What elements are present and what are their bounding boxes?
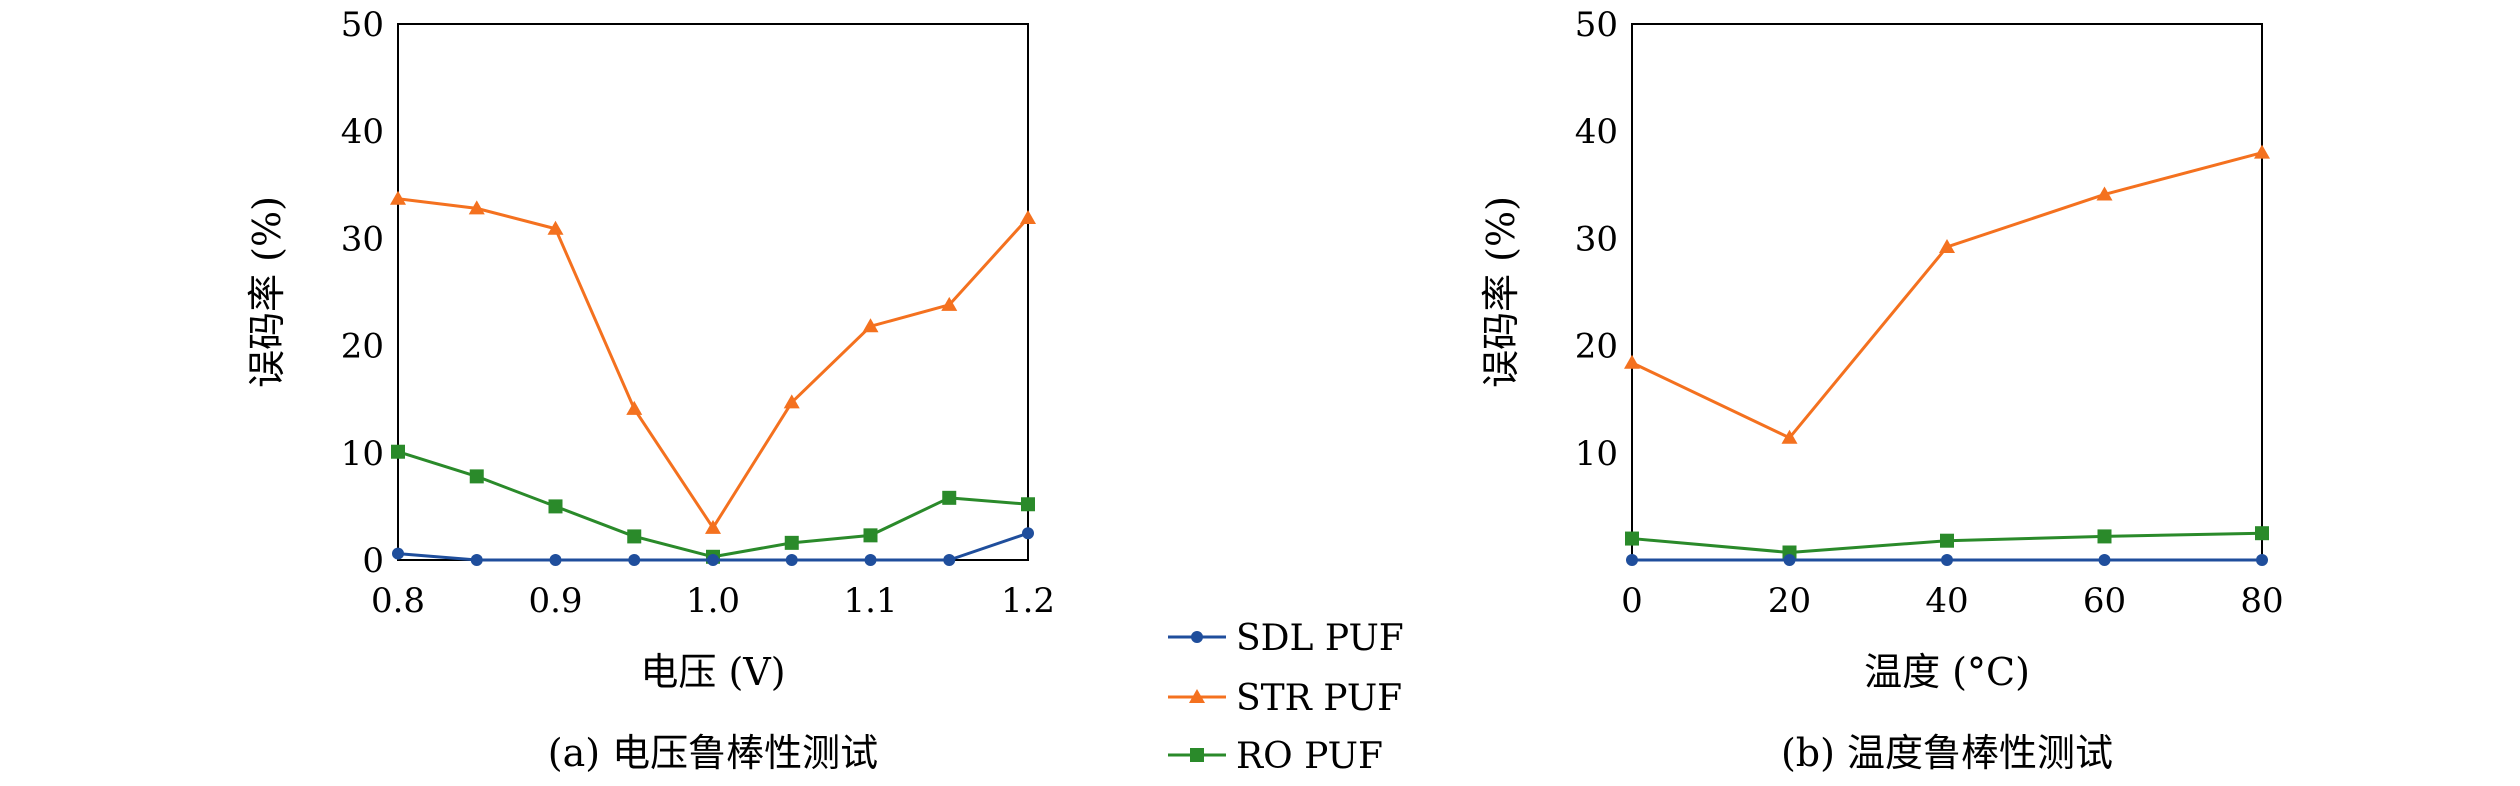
series-str: [390, 190, 1036, 534]
data-point: [547, 220, 564, 235]
y-tick-label: 40: [1575, 112, 1618, 152]
series-layer: [1624, 144, 2270, 566]
plot-frame: [397, 23, 1029, 561]
series-ro: [391, 444, 1035, 564]
legend-marker-shape: [1190, 748, 1204, 762]
data-point: [783, 394, 800, 409]
temperature-chart: 10 20 30 40 50 0 20 40 60 80 温度 (°C) 误码率 (%) (b)…: [1479, 5, 2284, 775]
data-point: [2097, 529, 2112, 544]
data-point: [1021, 497, 1035, 512]
legend-marker: [1190, 748, 1204, 762]
data-point: [469, 469, 484, 484]
data-point: [785, 554, 798, 566]
data-point: [390, 190, 406, 205]
data-point: [943, 554, 956, 566]
x-tick-label: 20: [1768, 581, 1811, 621]
legend-label: STR PUF: [1236, 678, 1402, 719]
data-point: [548, 499, 563, 514]
series-sdl: [392, 527, 1034, 566]
legend-item-ro: RO PUF: [1168, 736, 1383, 777]
data-point: [392, 547, 404, 560]
data-point: [1624, 354, 1640, 369]
y-axis-label: 误码率 (%): [245, 196, 289, 388]
data-point: [2254, 144, 2270, 159]
data-point: [628, 554, 641, 566]
legend-label: RO PUF: [1236, 736, 1383, 777]
y-tick-labels: 0 10 20 30 40 50: [341, 5, 384, 581]
data-point: [1939, 238, 1955, 253]
data-point: [941, 296, 958, 311]
data-point: [1020, 210, 1036, 225]
y-tick-label: 20: [341, 327, 384, 367]
data-point: [626, 400, 643, 415]
data-point: [549, 554, 562, 566]
data-point: [705, 519, 721, 534]
legend-item-str: STR PUF: [1168, 678, 1402, 719]
data-point: [627, 529, 642, 544]
data-point: [1940, 533, 1954, 548]
data-point: [468, 200, 485, 215]
data-point: [2098, 554, 2111, 566]
data-point: [1783, 554, 1796, 566]
series-line: [1631, 151, 2263, 440]
x-tick-label: 1.1: [843, 581, 897, 621]
y-tick-label: 30: [341, 219, 384, 259]
caption-a: (a) 电压鲁棒性测试: [548, 731, 878, 775]
x-tick-label: 40: [1925, 581, 1968, 621]
x-tick-label: 0: [1621, 581, 1643, 621]
y-tick-label: 20: [1575, 327, 1618, 367]
data-point: [784, 535, 799, 550]
data-point: [864, 554, 877, 566]
y-tick-labels: 10 20 30 40 50: [1575, 5, 1618, 474]
data-point: [707, 554, 719, 566]
y-tick-label: 0: [362, 541, 384, 581]
x-tick-label: 1.0: [686, 581, 740, 621]
y-tick-label: 30: [1575, 219, 1618, 259]
x-tick-label: 0.9: [528, 581, 582, 621]
legend-marker-shape: [1191, 631, 1203, 643]
data-point: [2255, 526, 2269, 541]
x-axis-label: 温度 (°C): [1864, 650, 2030, 694]
data-point: [1781, 429, 1798, 444]
data-point: [863, 528, 878, 543]
data-point: [2096, 186, 2113, 201]
series-str: [1624, 144, 2270, 444]
legend-marker: [1189, 689, 1205, 703]
series-sdl: [1626, 554, 2268, 566]
x-tick-label: 0.8: [371, 581, 425, 621]
data-point: [391, 444, 405, 459]
series-line: [397, 450, 1029, 559]
y-axis-label: 误码率 (%): [1479, 196, 1523, 388]
x-tick-label: 1.2: [1001, 581, 1055, 621]
x-tick-labels: 0 20 40 60 80: [1621, 581, 2283, 621]
data-point: [2256, 554, 2268, 566]
data-point: [1626, 554, 1638, 566]
data-point: [862, 318, 879, 333]
data-point: [1941, 554, 1953, 566]
x-tick-label: 80: [2240, 581, 2283, 621]
x-axis-label: 电压 (V): [640, 650, 785, 694]
voltage-chart: 0 10 20 30 40 50 0.8 0.9 1.0 1.1 1.2 电压 (V) 误码率 (…: [245, 5, 1055, 775]
series-line: [397, 197, 1030, 530]
caption-b: (b) 温度鲁棒性测试: [1781, 731, 2113, 775]
data-point: [470, 554, 483, 566]
legend-label: SDL PUF: [1236, 618, 1404, 659]
plot-frame: [1631, 23, 2263, 561]
data-point: [1625, 531, 1639, 546]
data-point: [942, 490, 957, 505]
y-tick-label: 10: [341, 434, 384, 474]
legend: SDL PUF STR PUF RO PUF: [1168, 618, 1404, 777]
data-point: [1022, 527, 1034, 540]
y-tick-label: 50: [1575, 5, 1618, 45]
x-tick-label: 60: [2083, 581, 2126, 621]
series-layer: [390, 190, 1036, 566]
y-tick-label: 50: [341, 5, 384, 45]
x-tick-labels: 0.8 0.9 1.0 1.1 1.2: [371, 581, 1055, 621]
y-tick-label: 40: [341, 112, 384, 152]
legend-marker: [1191, 631, 1203, 643]
legend-item-sdl: SDL PUF: [1168, 618, 1404, 659]
y-tick-label: 10: [1575, 434, 1618, 474]
legend-marker-shape: [1189, 689, 1205, 703]
